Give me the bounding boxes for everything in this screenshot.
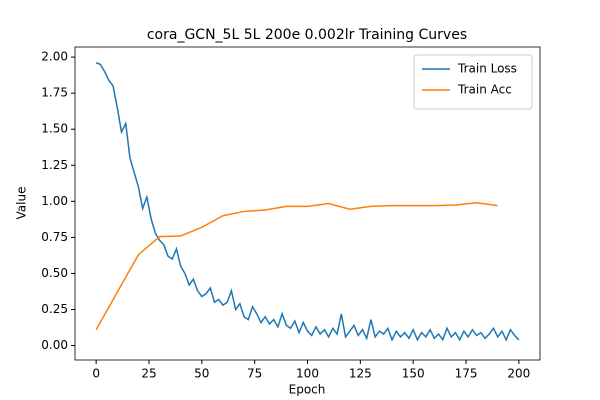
y-tick-label: 0.00: [41, 338, 68, 352]
chart-title: cora_GCN_5L 5L 200e 0.002lr Training Cur…: [147, 27, 467, 43]
y-tick-label: 0.75: [41, 230, 68, 244]
legend-label: Train Acc: [457, 83, 512, 97]
line: [95, 202, 498, 331]
x-tick-label: 125: [349, 367, 372, 381]
x-axis-label: Epoch: [289, 383, 326, 397]
x-tick-label: 50: [194, 367, 209, 381]
y-tick-label: 2.00: [41, 50, 68, 64]
line: [95, 62, 520, 342]
legend-label: Train Loss: [457, 62, 517, 76]
y-tick-label: 1.25: [41, 158, 68, 172]
x-tick-label: 75: [247, 367, 262, 381]
y-tick-label: 1.00: [41, 194, 68, 208]
x-tick-label: 150: [402, 367, 425, 381]
x-tick-label: 200: [507, 367, 530, 381]
x-tick-label: 25: [141, 367, 156, 381]
x-tick-label: 100: [296, 367, 319, 381]
x-tick-label: 175: [455, 367, 478, 381]
y-tick-label: 1.75: [41, 86, 68, 100]
x-tick-label: 0: [92, 367, 100, 381]
y-tick-label: 0.25: [41, 302, 68, 316]
axes-frame: [74, 46, 541, 361]
y-tick-label: 0.50: [41, 266, 68, 280]
y-axis-label: Value: [15, 187, 29, 220]
y-tick-label: 1.50: [41, 122, 68, 136]
